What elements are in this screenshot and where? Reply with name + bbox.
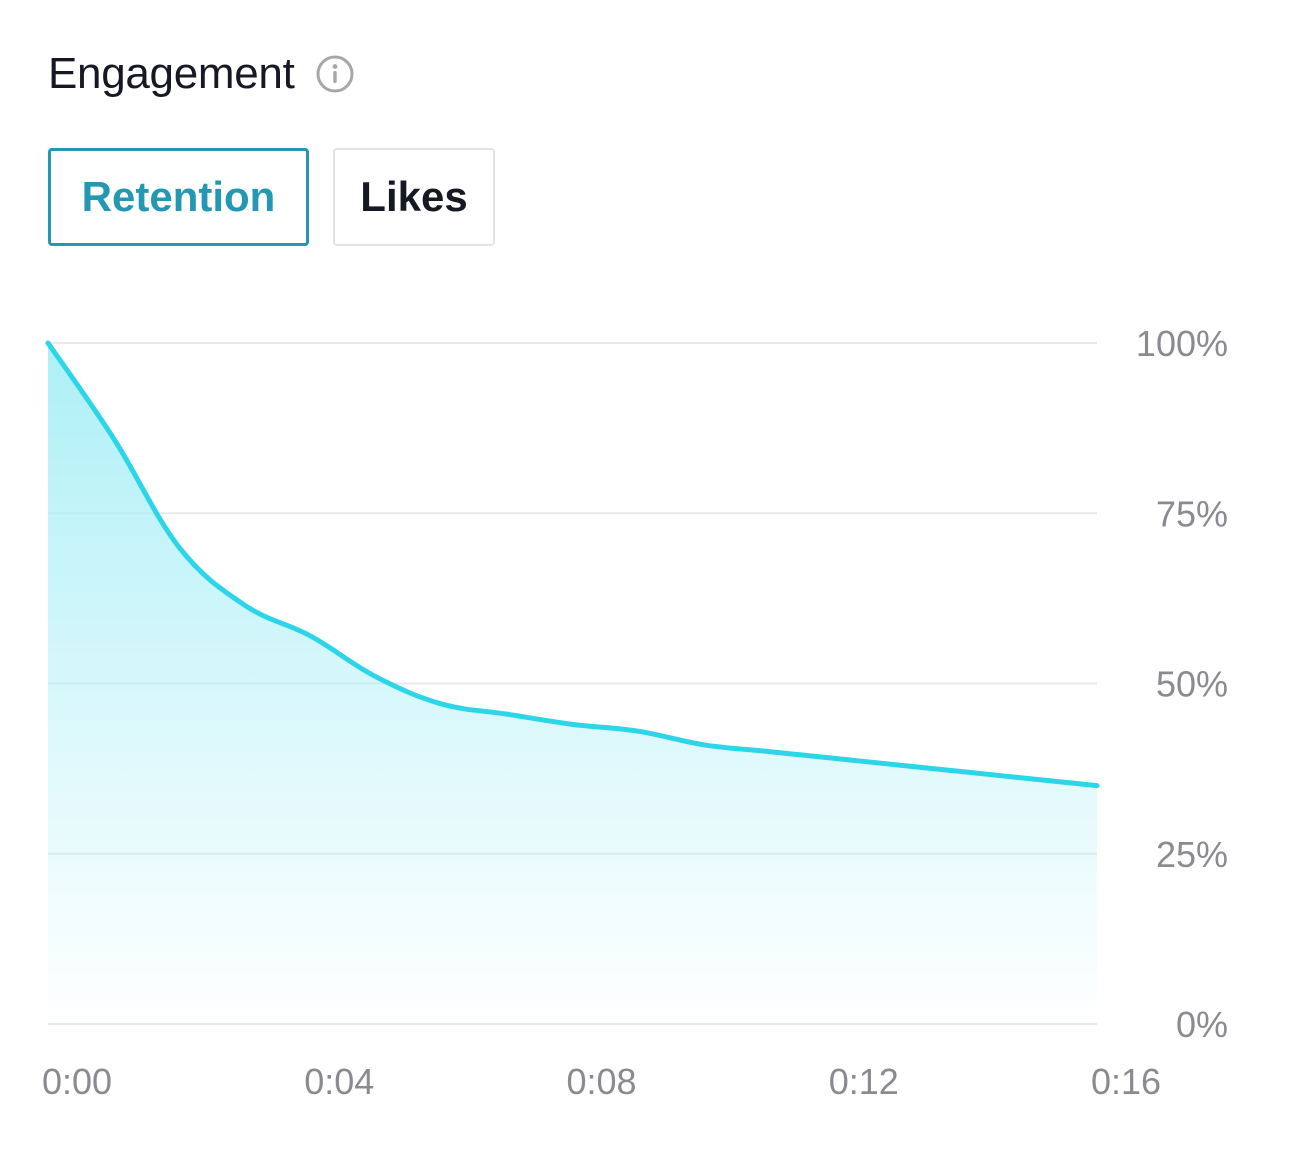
section-title: Engagement [48,49,295,98]
y-tick-label: 100% [1136,323,1228,364]
x-tick-label: 0:16 [1091,1061,1161,1102]
line-layer [45,340,1100,789]
retention-line [45,340,1100,789]
x-axis-labels: 0:00 0:04 0:08 0:12 0:16 [42,1061,1161,1102]
x-tick-label: 0:04 [304,1061,374,1102]
y-tick-label: 75% [1156,493,1228,534]
y-axis-labels: 100% 75% 50% 25% 0% [1136,323,1228,1045]
x-tick-label: 0:00 [42,1061,112,1102]
tab-likes[interactable]: Likes [333,148,495,246]
metric-tabs: Retention Likes [48,148,495,246]
info-icon[interactable] [315,54,355,94]
x-tick-label: 0:08 [567,1061,637,1102]
tab-retention[interactable]: Retention [48,148,309,246]
engagement-header: Engagement [48,44,355,104]
area-layer [48,343,1097,1024]
y-tick-label: 0% [1176,1004,1228,1045]
y-tick-label: 25% [1156,834,1228,875]
retention-area [48,343,1097,1024]
y-tick-label: 50% [1156,664,1228,705]
x-tick-label: 0:12 [829,1061,899,1102]
